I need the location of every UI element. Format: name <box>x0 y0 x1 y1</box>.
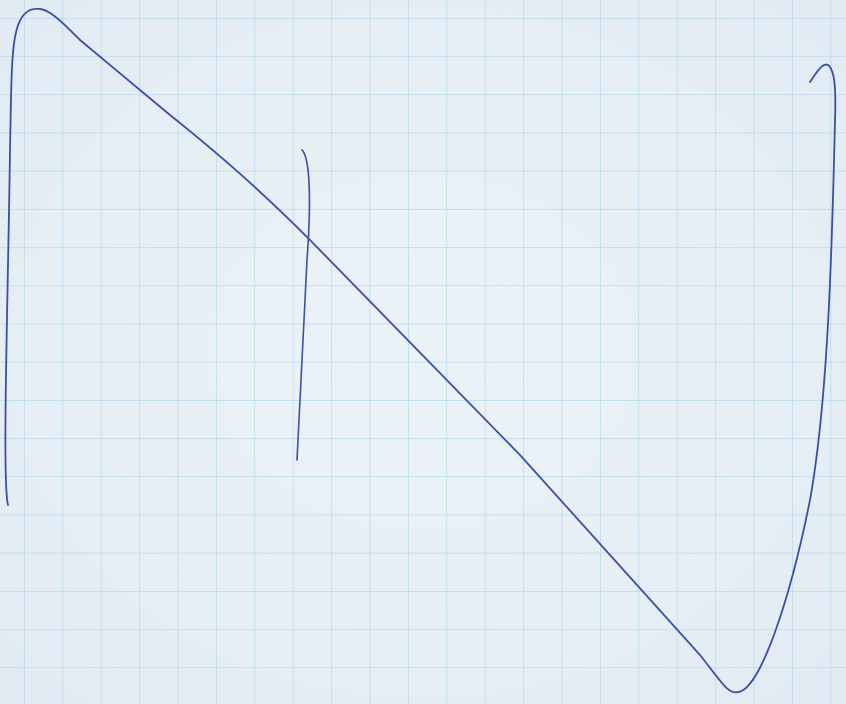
pen-stroke-vertical <box>296 149 311 461</box>
pen-stroke-main <box>4 7 837 694</box>
